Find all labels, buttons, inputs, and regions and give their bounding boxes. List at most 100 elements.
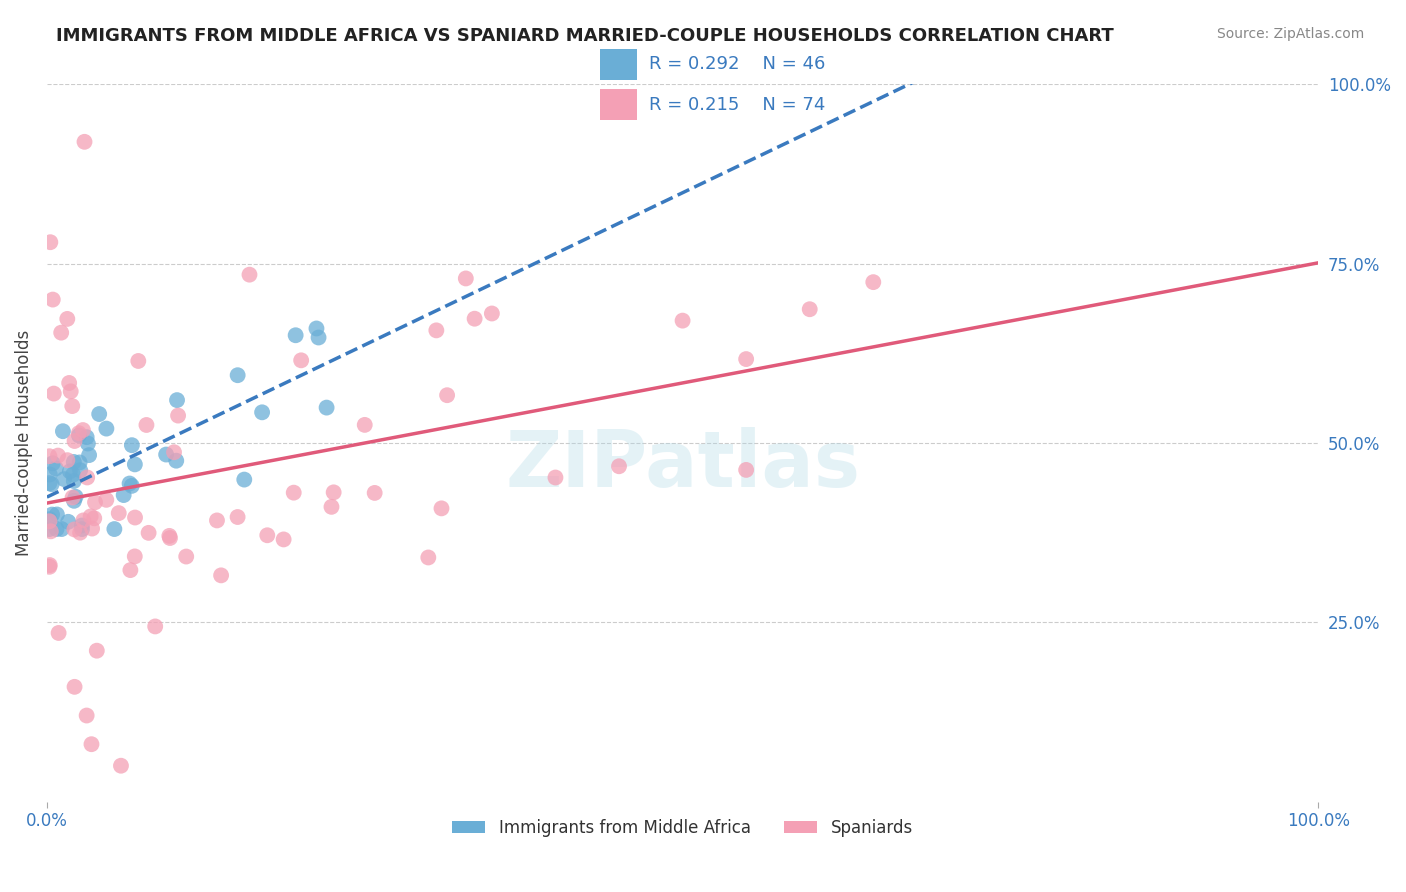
Point [77,448,100,462]
Point [138,525,160,540]
Point [436,388,458,402]
Point [165,453,187,467]
Point [159,531,181,545]
Point [89,407,111,421]
Point [157,529,180,543]
Point [430,501,453,516]
Point [48,626,70,640]
Point [38,558,60,572]
Point [41,508,63,522]
Point [86,643,108,657]
Point [63,523,86,537]
Point [112,488,135,502]
Point [544,470,567,484]
Point [38,514,60,528]
Point [70,522,93,536]
Point [256,528,278,542]
Point [65,490,87,504]
Point [135,417,157,432]
Point [58,376,80,390]
Point [76,430,98,444]
Point [79,509,101,524]
Point [76,470,98,484]
Point [735,352,758,367]
Point [69,525,91,540]
Point [69,463,91,477]
Point [308,330,330,344]
Point [67,426,90,441]
Point [62,491,84,505]
Point [83,511,105,525]
Point [124,510,146,524]
Bar [600,49,637,80]
Point [418,550,440,565]
Point [174,549,197,564]
Point [38,559,60,574]
Point [163,445,186,459]
Point [481,306,503,320]
Point [51,522,73,536]
Point [321,500,343,514]
Point [353,417,375,432]
Point [58,515,80,529]
Point [38,467,60,482]
Point [59,384,82,399]
Point [166,393,188,408]
Text: Source: ZipAtlas.com: Source: ZipAtlas.com [1216,27,1364,41]
Point [233,473,256,487]
Point [42,386,65,401]
Point [51,326,73,340]
Point [118,476,141,491]
Text: R = 0.215    N = 74: R = 0.215 N = 74 [650,95,825,114]
Point [209,568,232,582]
Bar [600,89,637,120]
Point [84,495,107,509]
Point [110,758,132,772]
Point [735,463,758,477]
Point [283,485,305,500]
Point [45,508,67,522]
Point [52,424,75,438]
Point [80,522,103,536]
Point [63,474,86,488]
Point [45,522,67,536]
Point [46,449,69,463]
Point [56,312,79,326]
Point [67,428,90,442]
Point [62,467,84,482]
Point [38,449,60,463]
Point [671,313,693,327]
Point [273,533,295,547]
Point [425,323,447,337]
Point [72,423,94,437]
Point [121,438,143,452]
Point [53,472,76,486]
Point [124,458,146,472]
Text: ZIPatlas: ZIPatlas [505,426,860,502]
Point [41,456,63,470]
Text: R = 0.292    N = 46: R = 0.292 N = 46 [650,55,825,73]
Point [305,321,328,335]
Point [862,275,884,289]
Point [63,455,86,469]
Point [226,510,249,524]
Point [41,477,63,491]
Point [127,354,149,368]
Point [799,302,821,317]
Point [96,421,118,435]
Point [284,328,307,343]
Point [226,368,249,383]
Point [107,506,129,520]
Point [73,135,96,149]
Point [76,436,98,450]
Point [120,563,142,577]
Point [322,485,344,500]
Point [39,524,62,539]
Point [63,493,86,508]
Point [238,268,260,282]
Point [63,680,86,694]
Point [45,461,67,475]
Point [454,271,477,285]
Point [205,513,228,527]
Point [42,293,65,307]
